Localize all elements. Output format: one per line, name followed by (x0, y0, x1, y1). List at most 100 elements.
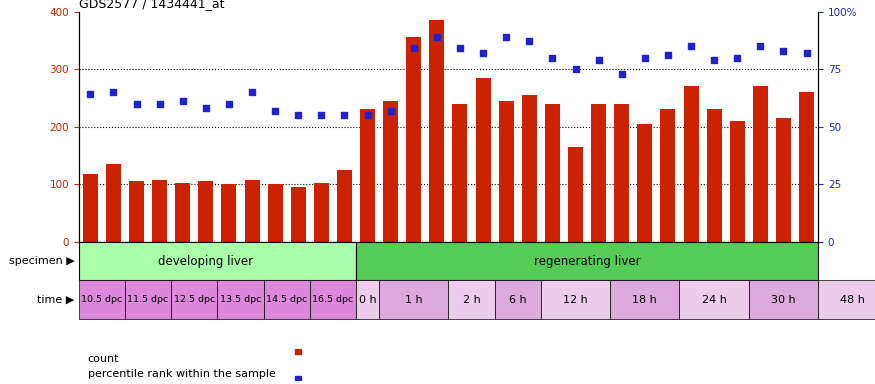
Bar (360, 109, 375, 242)
Point (753, 43, 767, 49)
Bar (268, 184, 283, 242)
Bar (221, 184, 236, 242)
Bar (430, 20, 444, 242)
Point (615, 71, 629, 77)
Bar (290, 187, 305, 242)
Point (268, 108, 282, 114)
Bar (314, 183, 329, 242)
Point (314, 112, 328, 118)
Bar (199, 181, 214, 242)
Bar (129, 181, 144, 242)
Bar (522, 95, 537, 242)
Bar (541, 280, 610, 319)
Bar (356, 280, 379, 319)
Bar (244, 180, 260, 242)
Point (684, 43, 698, 49)
Text: 48 h: 48 h (840, 295, 865, 305)
Bar (79, 242, 356, 280)
Bar (730, 121, 745, 242)
Point (290, 348, 304, 354)
Bar (79, 280, 125, 319)
Bar (310, 280, 356, 319)
Bar (499, 101, 514, 242)
Text: count: count (88, 354, 119, 364)
Bar (610, 280, 680, 319)
Text: 13.5 dpc: 13.5 dpc (220, 295, 261, 304)
Bar (545, 104, 560, 242)
Point (176, 98, 190, 104)
Bar (614, 104, 629, 242)
Point (360, 112, 374, 118)
Point (291, 112, 305, 118)
Point (731, 55, 745, 61)
Text: GDS2577 / 1434441_at: GDS2577 / 1434441_at (79, 0, 224, 10)
Point (222, 101, 236, 107)
Bar (494, 280, 541, 319)
Point (430, 34, 444, 40)
Bar (337, 170, 352, 242)
Point (83, 91, 97, 98)
Bar (476, 78, 491, 242)
Bar (592, 104, 606, 242)
Bar (776, 118, 791, 242)
Text: 6 h: 6 h (509, 295, 527, 305)
Point (592, 57, 605, 63)
Point (152, 101, 166, 107)
Text: 30 h: 30 h (771, 295, 795, 305)
Point (453, 45, 467, 51)
Bar (818, 280, 875, 319)
Text: 11.5 dpc: 11.5 dpc (128, 295, 169, 304)
Point (638, 55, 652, 61)
Point (661, 52, 675, 58)
Text: 1 h: 1 h (405, 295, 423, 305)
Bar (125, 280, 172, 319)
Bar (568, 147, 583, 242)
Point (800, 50, 814, 56)
Point (545, 55, 559, 61)
Text: developing liver: developing liver (158, 255, 254, 268)
Bar (379, 280, 449, 319)
Point (383, 108, 397, 114)
Text: percentile rank within the sample: percentile rank within the sample (88, 369, 276, 379)
Text: 2 h: 2 h (463, 295, 480, 305)
Bar (452, 104, 467, 242)
Bar (217, 280, 263, 319)
Bar (749, 280, 818, 319)
Bar (799, 92, 814, 242)
Text: 24 h: 24 h (702, 295, 726, 305)
Bar (637, 124, 653, 242)
Bar (383, 101, 398, 242)
Bar (356, 242, 818, 280)
Text: 16.5 dpc: 16.5 dpc (312, 295, 354, 304)
Bar (263, 280, 310, 319)
Text: 12 h: 12 h (564, 295, 588, 305)
Point (107, 89, 121, 95)
Bar (152, 180, 167, 242)
Text: specimen ▶: specimen ▶ (9, 256, 74, 266)
Text: 14.5 dpc: 14.5 dpc (266, 295, 307, 304)
Bar (707, 109, 722, 242)
Point (290, 376, 304, 382)
Point (707, 57, 721, 63)
Point (776, 48, 790, 54)
Point (130, 101, 144, 107)
Bar (752, 86, 768, 242)
Point (569, 66, 583, 72)
Bar (661, 109, 676, 242)
Bar (172, 280, 217, 319)
Point (338, 112, 352, 118)
Point (500, 34, 514, 40)
Text: 0 h: 0 h (359, 295, 376, 305)
Point (476, 50, 490, 56)
Bar (83, 174, 98, 242)
Text: 10.5 dpc: 10.5 dpc (81, 295, 123, 304)
Text: 12.5 dpc: 12.5 dpc (173, 295, 215, 304)
Bar (175, 183, 190, 242)
Text: time ▶: time ▶ (37, 295, 74, 305)
Bar (683, 86, 698, 242)
Text: 18 h: 18 h (633, 295, 657, 305)
Bar (106, 164, 121, 242)
Bar (406, 38, 421, 242)
Point (199, 105, 213, 111)
Point (407, 45, 421, 51)
